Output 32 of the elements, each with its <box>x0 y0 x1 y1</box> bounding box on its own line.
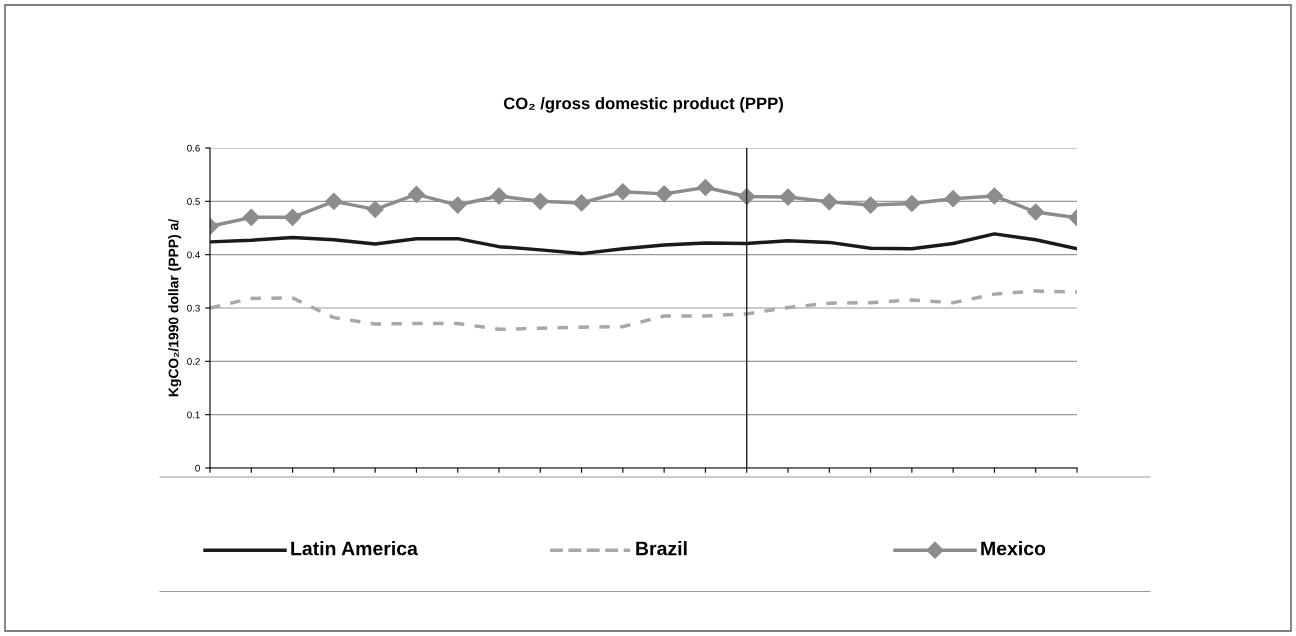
point <box>407 185 425 203</box>
point <box>449 196 467 214</box>
legend-label: Mexico <box>981 541 1046 556</box>
legend-label: Latin America <box>291 541 418 556</box>
point <box>985 187 1003 205</box>
point <box>531 192 549 210</box>
point <box>862 196 880 214</box>
legend-label: Brazil <box>636 541 687 556</box>
y-tick-label: 0 <box>195 464 200 472</box>
point <box>325 192 343 210</box>
y-tick-label: 0.1 <box>187 411 200 419</box>
point <box>366 200 384 218</box>
y-axis-title: KgCO₂/1990 dollar (PPP) a/ <box>168 218 182 397</box>
point <box>655 185 673 203</box>
point <box>944 190 962 208</box>
point <box>820 193 838 211</box>
y-tick-label: 0.2 <box>187 358 200 365</box>
point <box>284 208 302 226</box>
y-tick-label: 0.6 <box>187 144 200 152</box>
chart-title: CO₂ /gross domestic product (PPP) <box>503 97 783 113</box>
y-tick-label: 0.5 <box>187 198 200 205</box>
point <box>779 188 797 206</box>
point <box>903 194 921 213</box>
point <box>614 183 632 201</box>
point <box>1027 203 1045 221</box>
line-series <box>210 289 1077 332</box>
y-tick-label: 0.4 <box>187 251 200 259</box>
point <box>696 178 714 197</box>
y-tick-label: 0.3 <box>187 304 200 312</box>
point <box>242 208 260 226</box>
point <box>490 187 508 205</box>
point <box>573 194 591 212</box>
